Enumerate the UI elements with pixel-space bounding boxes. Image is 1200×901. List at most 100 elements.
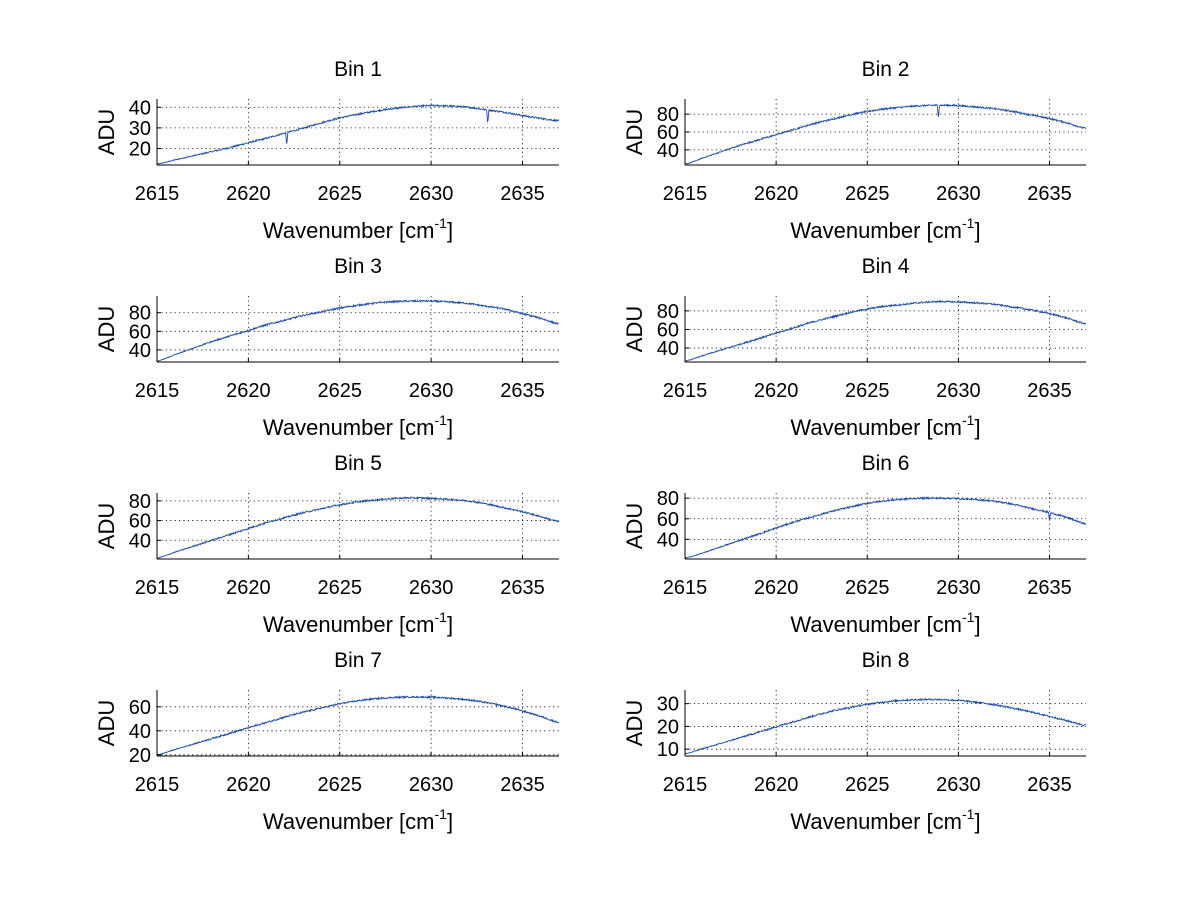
y-tick-label: 40 [129, 97, 151, 119]
x-tick-label: 2625 [317, 774, 362, 796]
y-tick-label: 20 [657, 716, 679, 738]
x-tick-label: 2635 [500, 577, 545, 599]
x-axis-label-close: ] [447, 612, 453, 637]
data-series-line [684, 299, 1087, 362]
y-tick-label: 80 [657, 488, 679, 510]
y-tick-label: 40 [657, 338, 679, 360]
x-axis-label-close: ] [447, 415, 453, 440]
x-axis-label-text: Wavenumber [cm [263, 809, 435, 834]
y-tick-label: 60 [657, 122, 679, 144]
x-axis-label-text: Wavenumber [cm [263, 415, 435, 440]
x-tick-label: 2625 [317, 380, 362, 402]
y-tick-label: 40 [657, 529, 679, 551]
x-tick-label: 2620 [754, 183, 799, 205]
x-axis-label-text: Wavenumber [cm [263, 612, 435, 637]
x-axis-label: Wavenumber [cm-1] [790, 806, 980, 834]
x-tick-label: 2620 [226, 774, 271, 796]
x-axis-label-superscript: -1 [962, 609, 975, 625]
data-series-line [156, 299, 560, 362]
x-tick-label: 2625 [317, 183, 362, 205]
data-series-line [684, 697, 1087, 755]
data-series-line [156, 694, 560, 756]
data-series-line [684, 495, 1087, 559]
x-axis-label-close: ] [974, 415, 980, 440]
x-axis-label-text: Wavenumber [cm [790, 218, 962, 243]
x-axis-label: Wavenumber [cm-1] [790, 412, 980, 440]
x-tick-label: 2615 [663, 774, 708, 796]
x-tick-label: 2630 [409, 380, 454, 402]
y-tick-label: 60 [657, 319, 679, 341]
data-series-line [156, 496, 560, 559]
y-tick-label: 40 [129, 721, 151, 743]
subplot-title: Bin 5 [334, 452, 382, 475]
y-axis-label: ADU [94, 700, 119, 746]
x-tick-label: 2615 [135, 183, 180, 205]
x-tick-label: 2625 [845, 577, 890, 599]
x-axis-label-text: Wavenumber [cm [790, 612, 962, 637]
data-series-line [684, 103, 1087, 165]
subplot-title: Bin 2 [862, 58, 910, 81]
x-tick-label: 2635 [1027, 774, 1072, 796]
x-tick-label: 2625 [845, 774, 890, 796]
x-axis-label: Wavenumber [cm-1] [790, 609, 980, 637]
x-tick-label: 2630 [409, 774, 454, 796]
x-tick-label: 2630 [936, 183, 981, 205]
x-axis-label-text: Wavenumber [cm [790, 809, 962, 834]
y-axis-label: ADU [94, 109, 119, 155]
x-axis-label-close: ] [447, 809, 453, 834]
y-axis-label: ADU [622, 306, 647, 352]
y-axis-label: ADU [94, 503, 119, 549]
x-tick-label: 2630 [409, 577, 454, 599]
x-tick-label: 2620 [226, 183, 271, 205]
x-axis-label: Wavenumber [cm-1] [263, 609, 453, 637]
x-tick-label: 2615 [135, 577, 180, 599]
x-axis-label-superscript: -1 [435, 806, 448, 822]
y-tick-label: 60 [657, 509, 679, 531]
x-tick-label: 2635 [500, 774, 545, 796]
x-tick-label: 2630 [409, 183, 454, 205]
x-tick-label: 2620 [754, 774, 799, 796]
x-axis-label-close: ] [974, 612, 980, 637]
x-tick-label: 2625 [845, 183, 890, 205]
x-tick-label: 2615 [135, 380, 180, 402]
x-axis-label: Wavenumber [cm-1] [263, 215, 453, 243]
x-tick-label: 2635 [500, 183, 545, 205]
y-tick-label: 30 [657, 694, 679, 716]
x-axis-label-text: Wavenumber [cm [790, 415, 962, 440]
x-tick-label: 2630 [936, 774, 981, 796]
x-axis-label-superscript: -1 [435, 412, 448, 428]
x-tick-label: 2630 [936, 380, 981, 402]
x-axis-label: Wavenumber [cm-1] [263, 412, 453, 440]
y-tick-label: 60 [129, 697, 151, 719]
x-tick-label: 2620 [754, 577, 799, 599]
x-tick-label: 2615 [663, 577, 708, 599]
x-axis-label-superscript: -1 [962, 806, 975, 822]
x-tick-label: 2635 [500, 380, 545, 402]
x-axis-label-superscript: -1 [962, 215, 975, 231]
x-axis-label-superscript: -1 [962, 412, 975, 428]
x-tick-label: 2620 [226, 380, 271, 402]
x-tick-label: 2625 [845, 380, 890, 402]
x-tick-label: 2635 [1027, 577, 1072, 599]
x-axis-label-text: Wavenumber [cm [263, 218, 435, 243]
x-axis-label-close: ] [447, 218, 453, 243]
y-tick-label: 60 [129, 511, 151, 533]
subplot-title: Bin 1 [334, 58, 382, 81]
subplot-title: Bin 4 [862, 255, 910, 278]
y-tick-label: 40 [129, 340, 151, 362]
x-axis-label-close: ] [974, 809, 980, 834]
x-axis-label-superscript: -1 [435, 215, 448, 231]
y-tick-label: 20 [129, 139, 151, 161]
y-tick-label: 60 [129, 321, 151, 343]
y-axis-label: ADU [622, 109, 647, 155]
y-tick-label: 40 [129, 530, 151, 552]
y-tick-label: 10 [657, 739, 679, 761]
y-axis-label: ADU [622, 700, 647, 746]
x-axis-label-superscript: -1 [435, 609, 448, 625]
